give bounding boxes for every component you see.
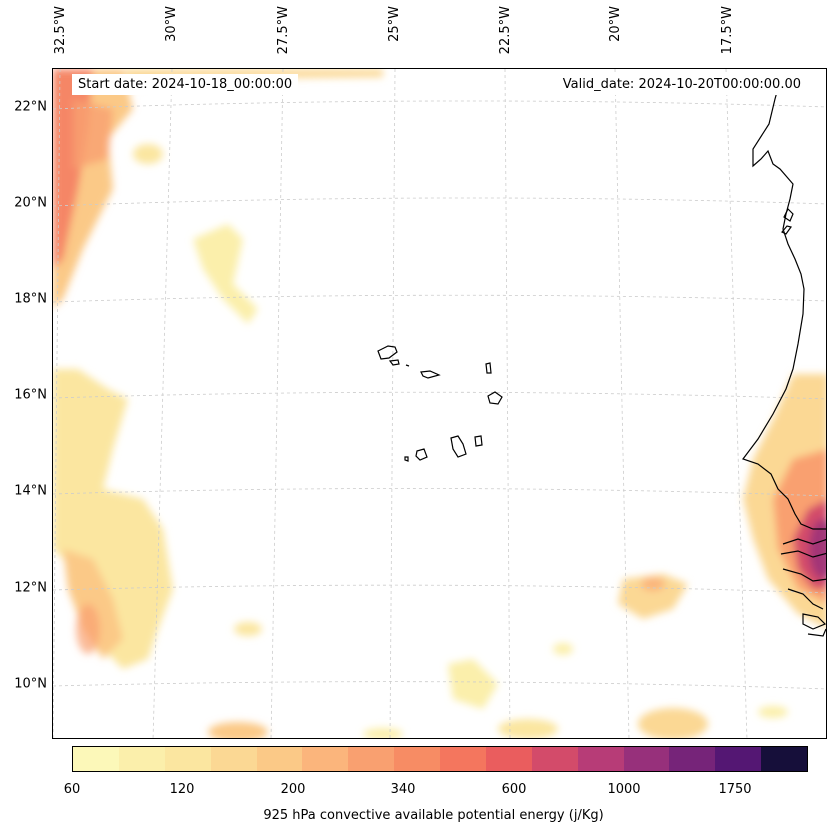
african-coastline (742, 80, 826, 530)
lon-label: 32.5°W (53, 6, 68, 55)
colorbar-segment (73, 747, 119, 771)
lon-label: 22.5°W (498, 6, 513, 55)
lat-label: 14°N (14, 483, 47, 499)
colorbar-segment (761, 747, 807, 771)
colorbar-segment (348, 747, 395, 771)
gridlines (53, 69, 826, 738)
coastlines (377, 80, 826, 637)
island-fogo (415, 448, 428, 461)
cape-patch-3 (76, 604, 100, 654)
colorbar-segment (485, 747, 532, 771)
colorbar-tick: 60 (63, 782, 81, 797)
island-brava (404, 456, 409, 462)
colorbar-segment (577, 747, 624, 771)
lon-label: 30°W (164, 6, 179, 42)
island-santiago (450, 435, 467, 458)
valid-date-label: Valid_date: 2024-10-20T00:00:00.00 (556, 74, 807, 95)
island-sao-vicente (388, 359, 400, 366)
island-boa-vista (487, 391, 503, 405)
island-maio (474, 435, 483, 447)
cape-patch-4 (234, 622, 262, 636)
start-date-label: Start date: 2024-10-18_00:00:00 (72, 74, 299, 95)
colorbar (72, 746, 808, 772)
lat-label: 22°N (14, 99, 47, 115)
island-santo-antao (377, 345, 398, 360)
colorbar-segment (715, 747, 762, 771)
cape-patch-1 (133, 144, 163, 164)
lon-label: 20°W (608, 6, 623, 42)
colorbar-label: 925 hPa convective available potential e… (263, 808, 604, 823)
colorbar-tick: 340 (390, 782, 416, 797)
gambia-coastline (782, 538, 826, 545)
colorbar-segment (669, 747, 716, 771)
island-sao-nicolau (420, 370, 441, 379)
colorbar-tick: 200 (280, 782, 306, 797)
cape-field (53, 69, 826, 738)
lat-label: 10°N (14, 676, 47, 692)
cape-patch-7 (553, 643, 573, 655)
colorbar-segment (531, 747, 578, 771)
cape-patch-11 (758, 706, 788, 718)
cape-region-east-peak (809, 519, 826, 579)
cape-patch-8 (498, 719, 558, 738)
cape-patch-13 (641, 577, 665, 591)
cape-map (53, 69, 826, 738)
lon-label: 25°W (387, 6, 402, 42)
colorbar-tick: 600 (501, 782, 527, 797)
cape-verde-islands (377, 345, 503, 462)
colorbar-tick: 1750 (718, 782, 752, 797)
colorbar-tick: 120 (169, 782, 195, 797)
colorbar-tick: 1000 (607, 782, 641, 797)
colorbar-segment (440, 747, 486, 771)
lat-label: 18°N (14, 291, 47, 307)
lon-label: 27.5°W (276, 6, 291, 55)
cape-region-west-blob (73, 99, 113, 169)
cape-patch-2 (193, 224, 258, 324)
map-panel (52, 68, 827, 739)
island-sal (485, 362, 492, 374)
lat-label: 16°N (14, 387, 47, 403)
colorbar-segment (118, 747, 165, 771)
colorbar-segment (210, 747, 257, 771)
colorbar-segment (623, 747, 670, 771)
lon-label: 17.5°W (720, 6, 735, 55)
cape-patch-10 (638, 708, 708, 738)
lat-label: 20°N (14, 195, 47, 211)
cape-region-southwest-core (63, 549, 123, 659)
colorbar-segment (394, 747, 440, 771)
cape-patch-12 (618, 574, 688, 619)
colorbar-segment (164, 747, 211, 771)
cape-patch-5 (448, 659, 498, 709)
island-santa-luzia (405, 364, 410, 367)
lat-label: 12°N (14, 580, 47, 596)
colorbar-segment (256, 747, 303, 771)
colorbar-segment (302, 747, 349, 771)
cape-patch-6 (208, 722, 268, 738)
cape-patch-9 (363, 728, 403, 738)
